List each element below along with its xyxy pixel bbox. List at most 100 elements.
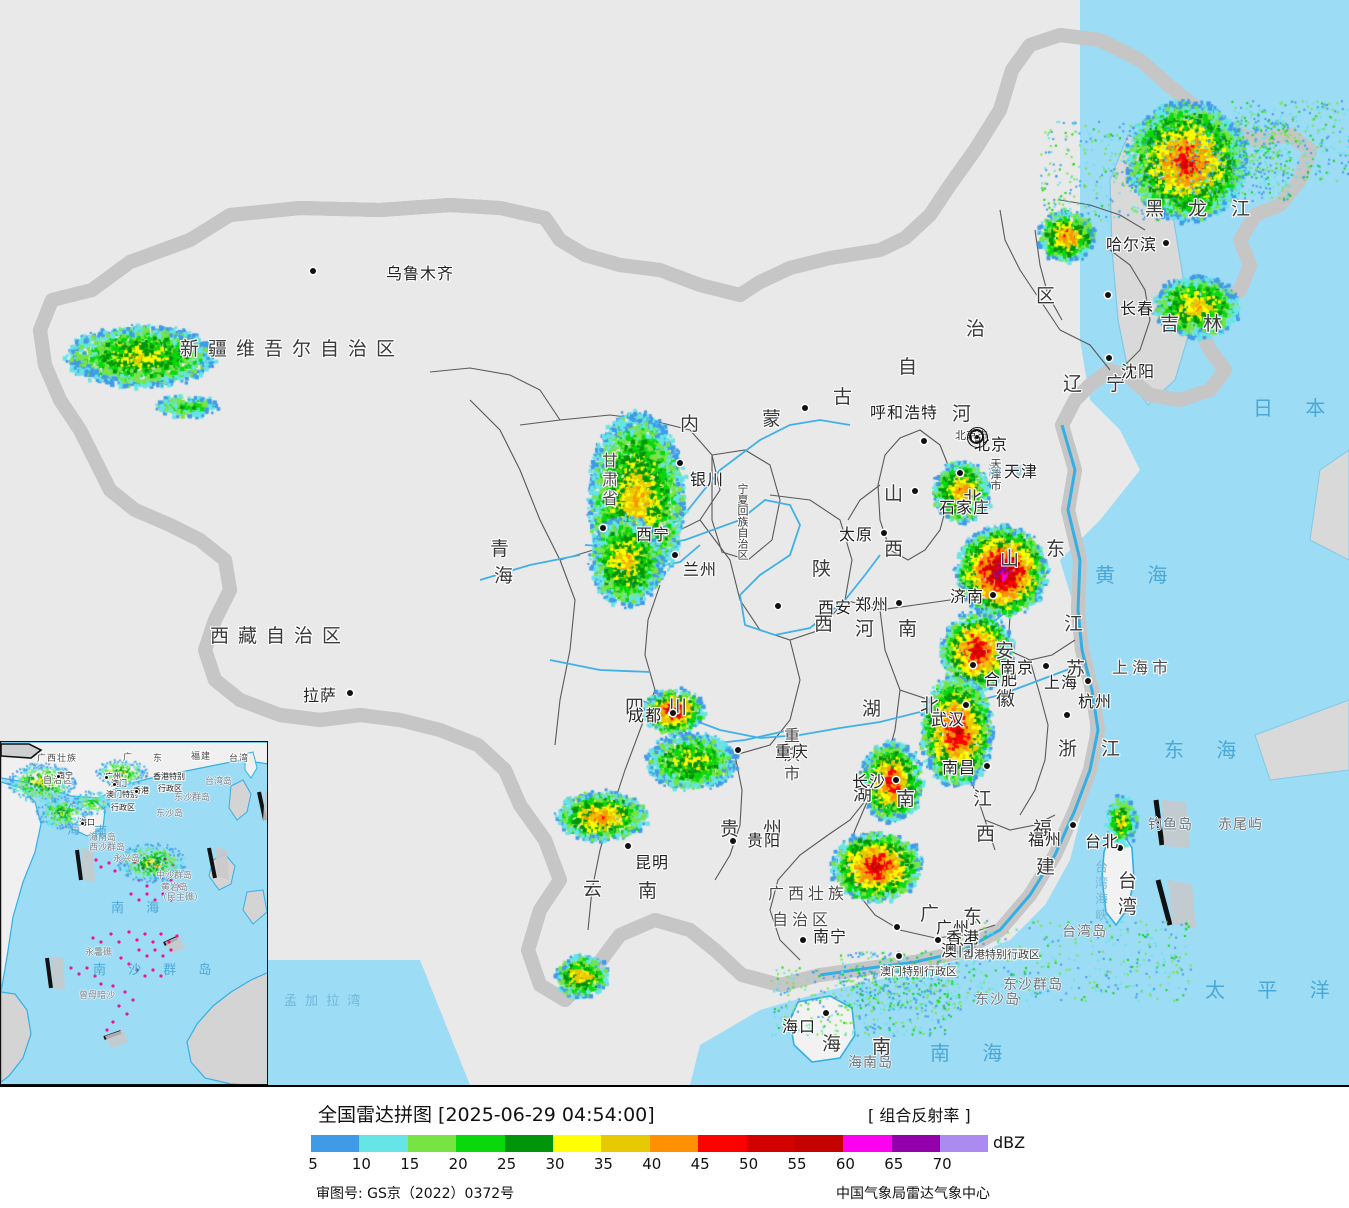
sea-label: 黄 海 [1095,565,1180,585]
city-marker[interactable] [1070,822,1076,828]
province-label: 上海市 [1112,660,1172,676]
dbz-swatch-50[interactable] [747,1135,795,1152]
dbz-tick-65: 65 [884,1155,903,1173]
city-marker[interactable] [1106,355,1112,361]
city-marker[interactable] [800,937,806,943]
province-label: 东 [1046,540,1074,559]
city-label: 天津 [1004,464,1038,480]
city-marker[interactable] [1064,712,1070,718]
city-marker[interactable] [730,838,736,844]
city-label: 福州 [1028,832,1062,848]
province-label: 黑 龙 江 [1145,200,1259,219]
city-marker[interactable] [881,530,887,536]
inset-province-label: 广西壮族 [37,755,77,764]
city-marker[interactable] [921,438,927,444]
dbz-tick-60: 60 [836,1155,855,1173]
city-marker[interactable] [310,268,316,274]
dbz-swatch-55[interactable] [795,1135,843,1152]
island-label: 台湾岛 [1062,925,1107,939]
inset-province-label: 东 [153,755,163,764]
inset-city-label: 香港特别 [153,773,185,781]
dbz-tick-20: 20 [449,1155,468,1173]
radar-map-page: 新疆维吾尔自治区 西藏自治区青海内蒙古自治区黑 龙 江吉 林辽 宁河北山西陕西山东… [0,0,1349,1208]
city-label: 上海 [1044,675,1078,691]
sea-label: 太 平 洋 [1205,980,1343,1000]
dbz-tick-55: 55 [787,1155,806,1173]
dbz-swatch-70[interactable] [940,1135,988,1152]
city-marker[interactable] [735,747,741,753]
inset-city-marker[interactable] [81,822,84,825]
dbz-swatch-45[interactable] [698,1135,746,1152]
inset-city-marker[interactable] [135,790,138,793]
city-marker[interactable] [1043,663,1049,669]
province-label: 河 [952,405,980,424]
city-marker[interactable] [893,777,899,783]
city-marker[interactable] [600,525,606,531]
city-label: 海口 [782,1019,816,1035]
inset-province-label: 台湾 [229,755,249,764]
city-marker[interactable] [1085,678,1091,684]
province-label: 吉 林 [1160,315,1231,334]
city-marker[interactable] [823,1010,829,1016]
dbz-swatch-30[interactable] [553,1135,601,1152]
city-marker[interactable] [625,843,631,849]
inset-city-marker[interactable] [113,783,116,786]
province-label: 自治区 [772,912,832,928]
province-label: 甘肃省 [600,452,616,509]
city-marker[interactable] [984,763,990,769]
city-label: 呼和浩特 [870,405,938,421]
city-label: 澳门 [941,943,975,959]
province-label: 海 [494,567,522,586]
city-marker[interactable] [1163,240,1169,246]
inset-island-label: 台湾岛 [205,778,232,787]
dbz-swatch-35[interactable] [601,1135,649,1152]
sea-label: 日 本 海 [1253,398,1349,418]
province-label: 宁夏回族自治区 [737,483,748,560]
city-marker[interactable] [347,690,353,696]
dbz-swatch-5[interactable] [311,1135,359,1152]
city-marker[interactable] [957,470,963,476]
city-marker[interactable] [990,592,996,598]
city-marker[interactable] [970,662,976,668]
dbz-tick-5: 5 [308,1155,318,1173]
city-marker[interactable] [963,702,969,708]
island-label: 海南岛 [848,1056,893,1070]
island-label: 赤尾屿 [1218,818,1263,832]
province-label: 西 [814,615,842,634]
city-marker[interactable] [802,405,808,411]
dbz-swatch-40[interactable] [650,1135,698,1152]
dbz-swatch-10[interactable] [359,1135,407,1152]
city-marker[interactable] [894,924,900,930]
dbz-colorbar[interactable] [311,1135,988,1152]
inset-city-marker[interactable] [105,776,108,779]
city-marker[interactable] [896,600,902,606]
city-marker[interactable] [912,488,918,494]
city-marker[interactable] [677,460,683,466]
dbz-swatch-65[interactable] [892,1135,940,1152]
capital-marker[interactable] [969,429,984,444]
dbz-tick-45: 45 [691,1155,710,1173]
dbz-swatch-25[interactable] [505,1135,553,1152]
city-label: 银川 [690,472,724,488]
province-label: 建 [1036,858,1064,877]
city-marker[interactable] [672,552,678,558]
south-china-sea-inset[interactable]: 广西壮族 自治区广东福建 台湾 香港特别 行政区 澳门特别 行政区 南宁 广州 澳门 香港 海口 台湾岛… [0,741,268,1085]
province-label: 治 [966,320,994,339]
inset-label-layer: 广西壮族 自治区广东福建 台湾 香港特别 行政区 澳门特别 行政区 南宁 广州 澳门 香港 海口 台湾岛… [1,742,268,1085]
city-marker[interactable] [1105,292,1111,298]
inset-city-marker[interactable] [57,775,60,778]
dbz-tick-30: 30 [545,1155,564,1173]
province-label: 区 [1036,287,1064,306]
dbz-swatch-20[interactable] [456,1135,504,1152]
province-label: 内 [680,415,708,434]
city-label: 台北 [1085,834,1119,850]
product-mode: [ 组合反射率 ] [868,1102,971,1126]
inset-sea-label: 南 海 [111,902,168,915]
island-label: 钓鱼岛 [1148,818,1193,832]
city-marker[interactable] [896,953,902,959]
dbz-swatch-60[interactable] [843,1135,891,1152]
city-marker[interactable] [775,603,781,609]
dbz-swatch-15[interactable] [408,1135,456,1152]
dbz-tick-15: 15 [400,1155,419,1173]
city-marker[interactable] [670,710,676,716]
